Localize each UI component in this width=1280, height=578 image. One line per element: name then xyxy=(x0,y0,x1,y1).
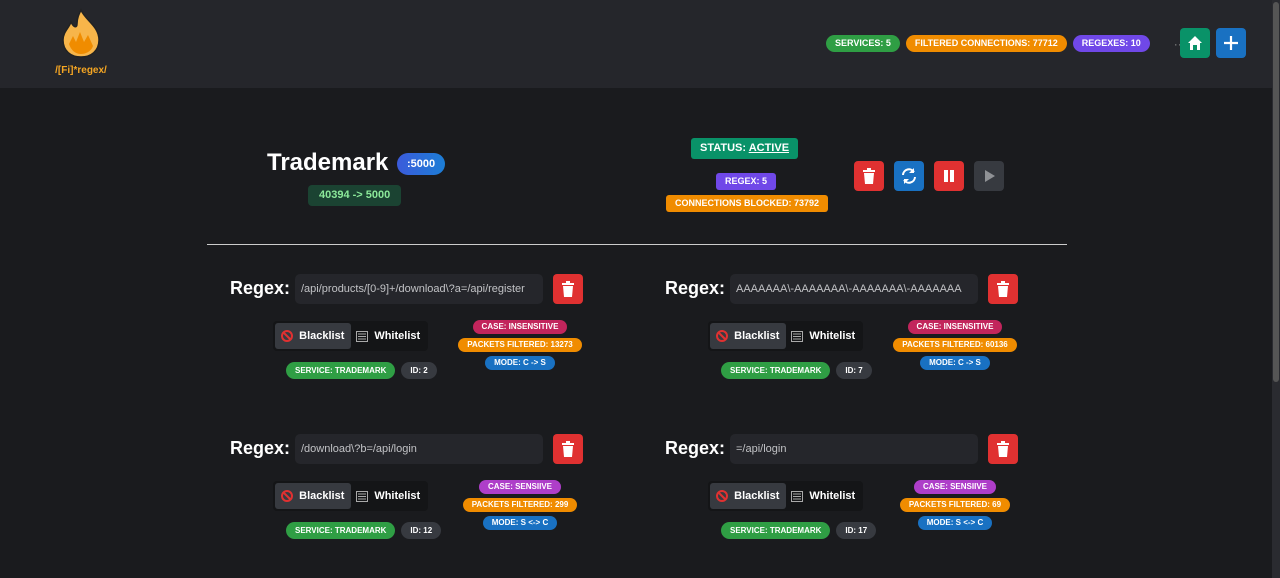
direction-mode-badge: MODE: C -> S xyxy=(920,356,990,370)
regex-label: Regex: xyxy=(665,438,726,458)
delete-regex-button[interactable] xyxy=(988,274,1018,304)
pause-service-button[interactable] xyxy=(934,161,964,191)
whitelist-option[interactable]: Whitelist xyxy=(786,483,862,509)
status-label: STATUS: xyxy=(700,142,749,154)
block-icon xyxy=(281,490,294,502)
mode-segmented-control: Blacklist Whitelist xyxy=(273,481,428,511)
home-button[interactable] xyxy=(1180,28,1210,58)
delete-service-button[interactable] xyxy=(854,161,884,191)
trash-icon xyxy=(997,281,1009,297)
packets-filtered-badge: PACKETS FILTERED: 13273 xyxy=(458,338,582,352)
case-badge: CASE: SENSIIVE xyxy=(913,480,996,494)
packets-filtered-badge: PACKETS FILTERED: 69 xyxy=(899,498,1011,512)
filtered-connections-badge: FILTERED CONNECTIONS: 77712 xyxy=(905,35,1067,52)
whitelist-label: Whitelist xyxy=(809,330,856,342)
add-service-button[interactable] xyxy=(1216,28,1246,58)
whitelist-label: Whitelist xyxy=(374,330,421,342)
logo-text: /[Fi]*regex/ xyxy=(55,65,107,76)
trash-icon xyxy=(562,281,574,297)
block-icon xyxy=(716,330,729,342)
play-icon xyxy=(985,170,995,182)
port-badge: :5000 xyxy=(397,153,446,175)
list-icon xyxy=(791,490,804,502)
direction-mode-badge: MODE: C -> S xyxy=(485,356,555,370)
regex-label: Regex: xyxy=(665,278,726,298)
delete-regex-button[interactable] xyxy=(553,434,583,464)
direction-mode-badge: MODE: S <-> C xyxy=(917,516,993,530)
list-icon xyxy=(791,330,804,342)
mode-segmented-control: Blacklist Whitelist xyxy=(273,321,428,351)
list-icon xyxy=(356,330,369,342)
regex-count-badge: REGEX: 5 xyxy=(716,173,777,190)
logo[interactable]: /[Fi]*regex/ xyxy=(50,8,112,76)
whitelist-option[interactable]: Whitelist xyxy=(351,483,427,509)
regex-card: Regex: AAAAAAA\-AAAAAAA\-AAAAAAA\-AAAAAA… xyxy=(665,274,1045,384)
regex-input[interactable]: =/api/login xyxy=(730,434,978,464)
services-badge: SERVICES: 5 xyxy=(826,35,900,52)
port-mapping-badge: 40394 -> 5000 xyxy=(308,185,402,206)
header: /[Fi]*regex/ SERVICES: 5 FILTERED CONNEC… xyxy=(0,0,1272,88)
whitelist-label: Whitelist xyxy=(809,490,856,502)
blacklist-label: Blacklist xyxy=(734,490,780,502)
service-name: Trademark xyxy=(267,149,389,176)
service-badge: SERVICE: TRADEMARK xyxy=(721,362,831,379)
list-icon xyxy=(356,490,369,502)
id-badge: ID: 7 xyxy=(836,362,872,379)
regex-card: Regex: =/api/login Blacklist Whitelist S… xyxy=(665,434,1045,544)
regex-input[interactable]: /api/products/[0-9]+/download\?a=/api/re… xyxy=(295,274,543,304)
block-icon xyxy=(281,330,294,342)
pause-icon xyxy=(944,170,954,182)
blacklist-label: Blacklist xyxy=(734,330,780,342)
refresh-icon xyxy=(902,168,916,184)
mode-segmented-control: Blacklist Whitelist xyxy=(708,481,863,511)
mode-segmented-control: Blacklist Whitelist xyxy=(708,321,863,351)
id-badge: ID: 17 xyxy=(836,522,877,539)
whitelist-option[interactable]: Whitelist xyxy=(351,323,427,349)
regex-label: Regex: xyxy=(230,438,291,458)
id-badge: ID: 2 xyxy=(401,362,437,379)
scrollbar[interactable] xyxy=(1272,0,1280,578)
case-badge: CASE: SENSIIVE xyxy=(478,480,561,494)
id-badge: ID: 12 xyxy=(401,522,442,539)
service-badge: SERVICE: TRADEMARK xyxy=(286,362,396,379)
packets-filtered-badge: PACKETS FILTERED: 299 xyxy=(462,498,578,512)
regex-label: Regex: xyxy=(230,278,291,298)
start-service-button[interactable] xyxy=(974,161,1004,191)
trash-icon xyxy=(997,441,1009,457)
direction-mode-badge: MODE: S <-> C xyxy=(482,516,558,530)
blacklist-label: Blacklist xyxy=(299,330,345,342)
case-badge: CASE: INSENSITIVE xyxy=(472,320,568,334)
blacklist-option[interactable]: Blacklist xyxy=(275,323,351,349)
regex-input[interactable]: AAAAAAA\-AAAAAAA\-AAAAAAA\-AAAAAAA xyxy=(730,274,978,304)
scrollbar-thumb[interactable] xyxy=(1273,2,1279,382)
packets-filtered-badge: PACKETS FILTERED: 60136 xyxy=(893,338,1017,352)
service-badge: SERVICE: TRADEMARK xyxy=(721,522,831,539)
flame-logo-icon xyxy=(62,8,100,58)
home-icon xyxy=(1188,36,1202,50)
blacklist-label: Blacklist xyxy=(299,490,345,502)
delete-regex-button[interactable] xyxy=(553,274,583,304)
trash-icon xyxy=(863,168,875,184)
delete-regex-button[interactable] xyxy=(988,434,1018,464)
regex-input[interactable]: /download\?b=/api/login xyxy=(295,434,543,464)
regex-card: Regex: /api/products/[0-9]+/download\?a=… xyxy=(230,274,610,384)
connections-blocked-badge: CONNECTIONS BLOCKED: 73792 xyxy=(666,195,829,212)
status-value: ACTIVE xyxy=(748,142,790,154)
blacklist-option[interactable]: Blacklist xyxy=(710,323,786,349)
case-badge: CASE: INSENSITIVE xyxy=(907,320,1003,334)
divider xyxy=(207,244,1067,245)
trash-icon xyxy=(562,441,574,457)
service-badge: SERVICE: TRADEMARK xyxy=(286,522,396,539)
blacklist-option[interactable]: Blacklist xyxy=(275,483,351,509)
regex-card: Regex: /download\?b=/api/login Blacklist… xyxy=(230,434,610,544)
plus-icon xyxy=(1224,36,1238,50)
block-icon xyxy=(716,490,729,502)
blacklist-option[interactable]: Blacklist xyxy=(710,483,786,509)
whitelist-label: Whitelist xyxy=(374,490,421,502)
restart-service-button[interactable] xyxy=(894,161,924,191)
whitelist-option[interactable]: Whitelist xyxy=(786,323,862,349)
regexes-badge: REGEXES: 10 xyxy=(1072,35,1150,52)
status-badge: STATUS: ACTIVE xyxy=(691,138,799,159)
